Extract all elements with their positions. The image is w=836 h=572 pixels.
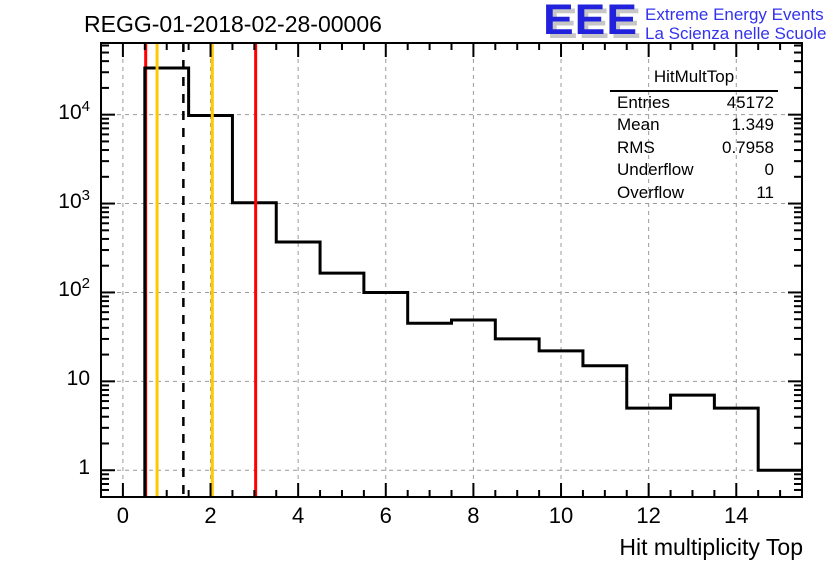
stat-value: 0.7958 bbox=[722, 137, 774, 157]
x-axis-title: Hit multiplicity Top bbox=[619, 534, 803, 560]
y-tick-label: 102 bbox=[34, 276, 90, 302]
y-tick-label: 1 bbox=[34, 457, 90, 478]
y-tick-label-base: 10 bbox=[66, 367, 90, 391]
y-tick-label-base: 10 bbox=[58, 100, 82, 124]
eee-logo-caption: Extreme Energy Events La Scienza nelle S… bbox=[645, 6, 826, 44]
stat-row: Overflow 11 bbox=[610, 182, 778, 205]
stat-row: Underflow 0 bbox=[610, 159, 778, 182]
eee-logo-letters: EEE bbox=[543, 0, 639, 44]
stats-title: HitMultTop bbox=[610, 66, 778, 92]
x-tick-label: 0 bbox=[116, 503, 130, 528]
stat-row: Mean 1.349 bbox=[610, 114, 778, 137]
plot-title: REGG-01-2018-02-28-00006 bbox=[84, 11, 382, 37]
x-tick-label: 4 bbox=[292, 503, 305, 528]
y-tick-label: 10 bbox=[34, 368, 90, 389]
y-tick-label: 104 bbox=[34, 99, 90, 124]
stats-rows: Entries 45172 Mean 1.349 RMS 0.7958 Underflow 0… bbox=[610, 92, 778, 205]
stat-label: Entries bbox=[617, 92, 670, 112]
x-tick-label: 12 bbox=[636, 503, 661, 528]
y-tick-label-exponent: 3 bbox=[81, 186, 90, 204]
y-tick-label: 103 bbox=[34, 188, 90, 213]
stat-value: 0 bbox=[764, 160, 774, 179]
x-tick-label: 2 bbox=[204, 503, 217, 528]
x-tick-label: 14 bbox=[724, 503, 749, 528]
stats-box: HitMultTop Entries 45172 Mean 1.349 RMS 0.795… bbox=[610, 66, 778, 204]
stat-label: Overflow bbox=[617, 182, 685, 202]
stat-label: Mean bbox=[617, 115, 660, 134]
stat-value: 11 bbox=[756, 182, 774, 202]
eee-logo-line1: Extreme Energy Events bbox=[645, 5, 824, 24]
histogram-steps bbox=[143, 66, 802, 497]
stat-label: RMS bbox=[617, 137, 655, 157]
y-tick-label-base: 10 bbox=[58, 189, 82, 213]
x-tick-label: 8 bbox=[467, 503, 480, 528]
y-tick-label-base: 1 bbox=[78, 456, 90, 480]
x-tick-label: 6 bbox=[379, 503, 392, 528]
stat-row: Entries 45172 bbox=[610, 92, 778, 115]
x-tick-label: 10 bbox=[548, 503, 574, 528]
stat-label: Underflow bbox=[617, 160, 694, 179]
eee-logo: EEE Extreme Energy Events La Scienza nel… bbox=[543, 0, 827, 44]
y-tick-label-exponent: 2 bbox=[81, 275, 90, 293]
eee-logo-line2: La Scienza nelle Scuole bbox=[645, 24, 827, 43]
stat-value: 45172 bbox=[726, 92, 774, 112]
y-tick-label-base: 10 bbox=[58, 278, 82, 302]
stat-value: 1.349 bbox=[731, 115, 774, 134]
y-tick-label-exponent: 4 bbox=[81, 97, 90, 115]
stat-row: RMS 0.7958 bbox=[610, 137, 778, 160]
